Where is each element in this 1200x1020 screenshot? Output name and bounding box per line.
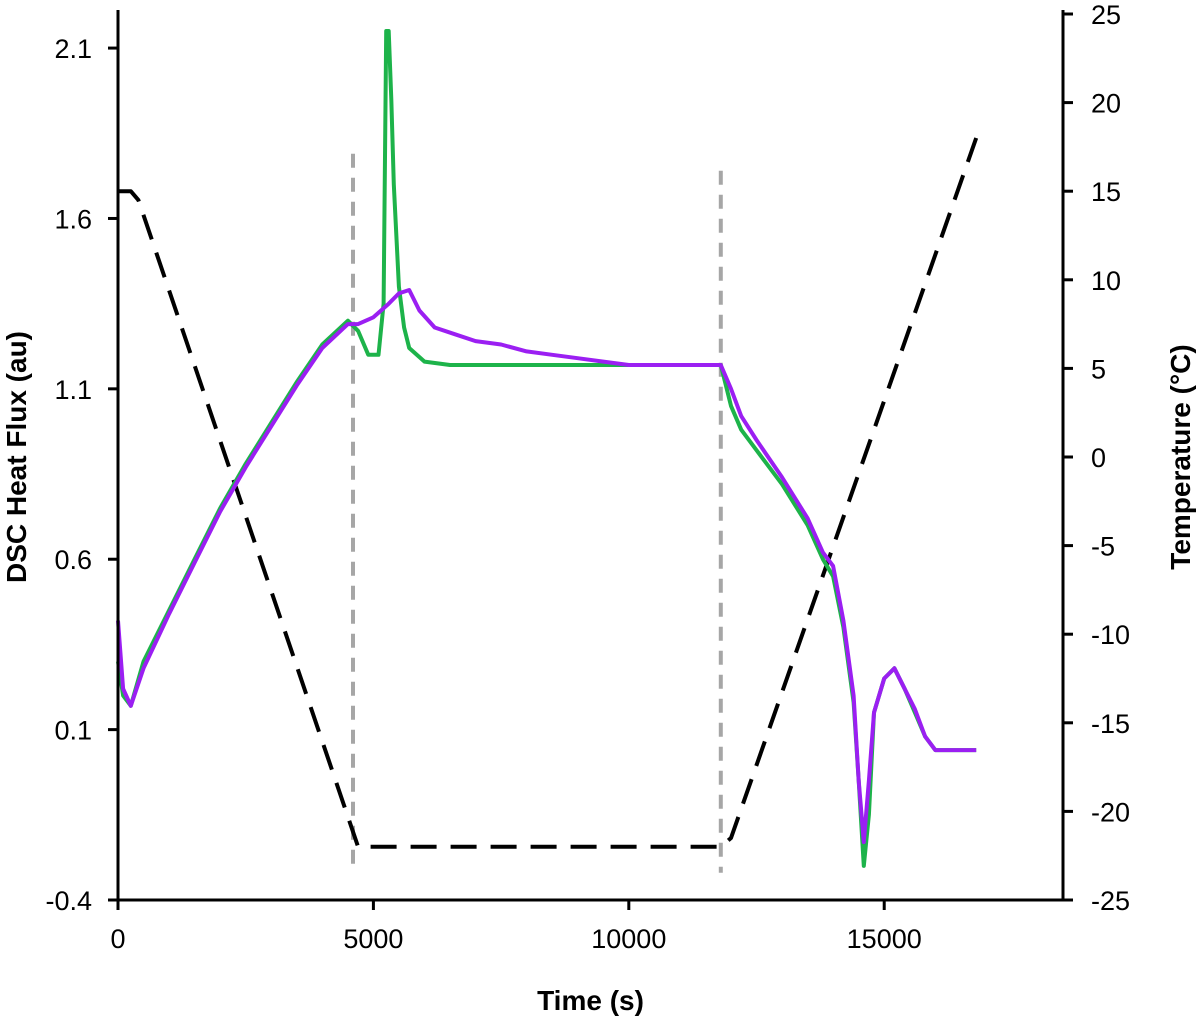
axes-layer <box>116 10 1065 902</box>
y-axis-left-title: DSC Heat Flux (au) <box>1 331 32 583</box>
y-right-tick-label: 0 <box>1091 443 1106 473</box>
y-left-tick-label: -0.4 <box>45 886 92 916</box>
y-right-tick-label: 5 <box>1091 354 1106 384</box>
x-tick-label: 10000 <box>591 924 666 954</box>
y-axis-right-title: Temperature (°C) <box>1165 344 1196 569</box>
y-right-tick-label: -10 <box>1091 620 1130 650</box>
plot-layer <box>116 29 979 873</box>
y-left-tick-label: 1.6 <box>54 204 92 234</box>
x-axis-title: Time (s) <box>537 985 644 1016</box>
heat-flux-series-green-line <box>116 29 977 868</box>
y-left-tick-label: 0.1 <box>54 716 92 746</box>
x-tick-label: 5000 <box>343 924 403 954</box>
x-tick-label: 15000 <box>847 924 922 954</box>
temperature-series-line <box>118 137 979 849</box>
y-left-tick-label: 0.6 <box>54 545 92 575</box>
y-right-tick-label: 15 <box>1091 177 1121 207</box>
y-right-tick-label: -25 <box>1091 886 1130 916</box>
y-left-tick-label: 1.1 <box>54 375 92 405</box>
y-right-tick-label: 20 <box>1091 89 1121 119</box>
x-tick-label: 0 <box>110 924 125 954</box>
y-left-tick-label: 2.1 <box>54 34 92 64</box>
y-right-tick-label: 25 <box>1091 0 1121 30</box>
ticks-layer: 0 5000 10000 15000 -0.4 0.1 0.6 1.1 1.6 2.1 -25 -20… <box>45 0 1130 954</box>
y-right-tick-label: -20 <box>1091 797 1130 827</box>
y-right-tick-label: -5 <box>1091 532 1115 562</box>
y-right-tick-label: 10 <box>1091 266 1121 296</box>
y-right-tick-label: -15 <box>1091 709 1130 739</box>
heat-flux-series-purple-line <box>116 288 977 845</box>
